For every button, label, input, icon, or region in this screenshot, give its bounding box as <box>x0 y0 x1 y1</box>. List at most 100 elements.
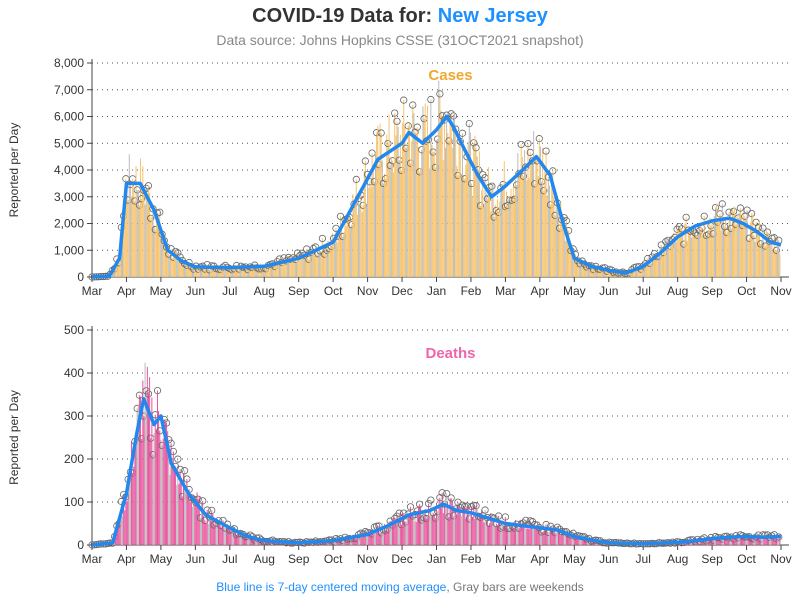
deaths-panel: 0 100 200 300 400 500 Mar Apr May Jun Jul Aug Sep Oct… <box>7 323 792 566</box>
daily-marker <box>542 147 550 155</box>
daily-marker <box>470 139 478 147</box>
daily-marker <box>476 202 485 210</box>
y-axis-label: Reported per Day <box>7 390 21 485</box>
daily-marker <box>196 514 205 522</box>
daily-marker <box>675 223 683 231</box>
daily-marker <box>391 109 399 117</box>
footnote-weekends: , Gray bars are weekends <box>446 580 584 594</box>
daily-marker <box>427 95 435 104</box>
x-tick-label: Dec <box>391 552 412 566</box>
chart-title: COVID-19 Data for: New Jersey <box>0 5 800 28</box>
daily-marker <box>203 506 211 514</box>
daily-marker <box>691 229 699 237</box>
daily-marker <box>522 516 530 524</box>
y-tick-label: 1,000 <box>54 243 84 257</box>
daily-marker <box>454 171 462 180</box>
y-tick-label: 3,000 <box>54 190 84 204</box>
daily-marker <box>759 224 767 232</box>
moving-average-line <box>91 114 782 279</box>
x-tick-label: Dec <box>391 284 412 298</box>
y-tick-label: 6,000 <box>54 110 84 124</box>
daily-marker <box>467 503 476 511</box>
x-tick-label: May <box>563 284 586 298</box>
x-tick-label: Oct <box>324 552 343 566</box>
x-tick-label: Apr <box>531 284 550 298</box>
x-tick-label: Nov <box>770 552 791 566</box>
daily-marker <box>465 120 473 128</box>
x-tick-label: Jul <box>222 552 237 566</box>
x-tick-label: Mar <box>82 552 103 566</box>
y-tick-label: 5,000 <box>54 136 84 150</box>
daily-marker <box>336 212 345 220</box>
y-tick-label: 100 <box>64 495 84 509</box>
x-tick-label: Jun <box>599 552 618 566</box>
daily-marker <box>772 246 781 254</box>
daily-marker <box>736 204 744 212</box>
cases-panel: 0 1,000 2,000 3,000 4,000 5,000 6,000 7,000 8,00… <box>7 56 792 298</box>
x-tick-label: Sep <box>288 284 310 298</box>
daily-marker <box>522 163 530 171</box>
x-tick-label: Oct <box>737 284 756 298</box>
x-tick-label: Jan <box>427 284 446 298</box>
daily-marker <box>447 494 455 502</box>
x-tick-label: Jun <box>186 284 205 298</box>
y-tick-label: 8,000 <box>54 56 84 70</box>
daily-marker <box>138 195 146 203</box>
y-axis-label: Reported per Day <box>7 123 21 218</box>
daily-marker <box>519 172 528 180</box>
y-tick-label: 2,000 <box>54 217 84 231</box>
x-tick-label: Mar <box>82 284 103 298</box>
daily-marker <box>472 144 480 152</box>
x-tick-label: Mar <box>495 284 516 298</box>
x-tick-label: Oct <box>324 284 343 298</box>
x-tick-label: Jul <box>222 284 237 298</box>
y-tick-label: 7,000 <box>54 83 84 97</box>
daily-marker <box>318 234 327 243</box>
daily-marker <box>156 208 164 216</box>
y-tick-label: 200 <box>64 452 84 466</box>
x-tick-label: Aug <box>667 552 688 566</box>
y-tick-label: 500 <box>64 323 84 337</box>
y-tick-label: 4,000 <box>54 163 84 177</box>
daily-marker <box>700 212 708 220</box>
x-tick-label: Sep <box>701 284 723 298</box>
footnote-moving-average: Blue line is 7-day centered moving avera… <box>216 580 447 594</box>
daily-marker <box>718 200 726 208</box>
daily-marker <box>463 502 471 510</box>
y-tick-label: 0 <box>77 538 84 552</box>
daily-marker <box>445 137 453 145</box>
daily-marker <box>147 214 155 222</box>
daily-marker <box>386 161 394 170</box>
daily-marker <box>443 489 451 498</box>
title-place: New Jersey <box>437 5 548 27</box>
x-tick-label: May <box>150 552 173 566</box>
daily-marker <box>352 175 360 183</box>
daily-marker <box>763 228 772 236</box>
daily-marker <box>409 101 417 109</box>
daily-marker <box>413 123 421 131</box>
x-tick-label: Feb <box>461 284 482 298</box>
chart-subtitle: Data source: Johns Hopkins CSSE (31OCT20… <box>216 32 584 48</box>
y-tick-label: 400 <box>64 366 84 380</box>
daily-marker <box>153 387 162 395</box>
daily-marker <box>549 167 557 175</box>
footnote: Blue line is 7-day centered moving avera… <box>0 580 800 594</box>
daily-marker <box>472 502 480 510</box>
x-tick-label: Nov <box>357 284 378 298</box>
x-tick-label: Sep <box>288 552 310 566</box>
x-tick-label: May <box>150 284 173 298</box>
daily-marker <box>400 96 408 104</box>
x-tick-label: Jun <box>599 284 618 298</box>
x-tick-label: Aug <box>667 284 688 298</box>
daily-marker <box>748 210 756 218</box>
x-tick-label: Oct <box>737 552 756 566</box>
daily-marker <box>377 129 385 137</box>
daily-marker <box>716 210 724 218</box>
daily-marker <box>361 157 369 165</box>
x-tick-label: Jun <box>186 552 205 566</box>
daily-marker <box>393 117 401 125</box>
daily-marker <box>540 187 548 195</box>
x-tick-label: Jul <box>636 552 651 566</box>
daily-marker <box>404 122 412 130</box>
